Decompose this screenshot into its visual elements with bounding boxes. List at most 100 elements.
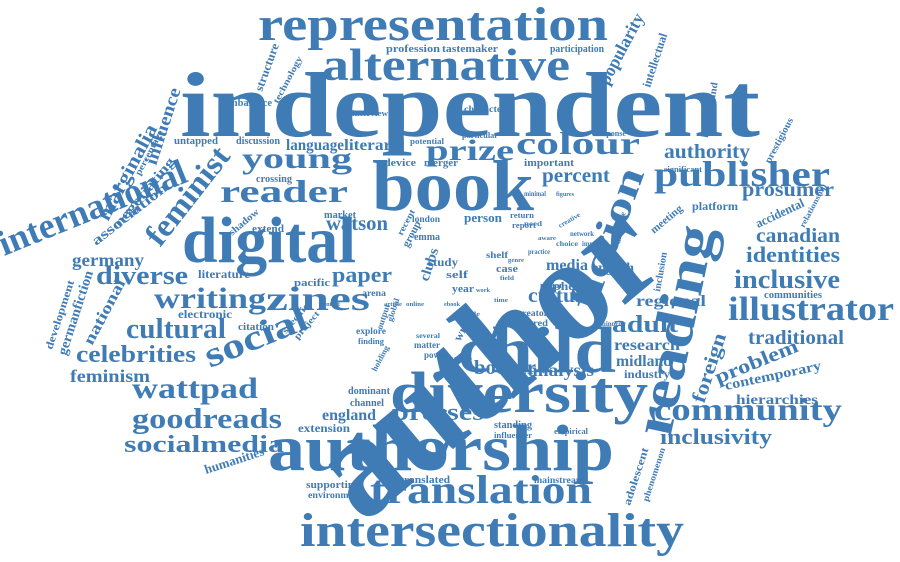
word-book: book <box>372 146 534 226</box>
word-need: need <box>524 220 542 228</box>
word-booker: booker <box>474 357 536 379</box>
word-imbalance: imbalance <box>226 98 273 109</box>
word-figures: figures <box>556 192 575 198</box>
word-study: study <box>428 255 458 269</box>
word-finding: finding <box>358 337 384 346</box>
word-channel: channel <box>350 398 384 409</box>
word-industry: industry <box>624 367 670 381</box>
word-translation: translation <box>370 467 592 512</box>
word-translated: translated <box>400 474 450 486</box>
word-germany: germany <box>72 250 144 270</box>
word-profession: profession <box>386 43 440 55</box>
word-english: english <box>592 261 634 276</box>
word-time: time <box>494 298 508 304</box>
word-writing: writing <box>154 282 266 315</box>
word-analysis: analysis <box>528 360 594 380</box>
word-regional: regional <box>636 293 707 310</box>
word-citation: citation <box>238 322 274 333</box>
word-language: language <box>286 137 344 154</box>
word-minimal: minimal <box>524 190 546 198</box>
word-young: young <box>242 142 352 175</box>
word-discussion: discussion <box>236 136 280 147</box>
word-work: work <box>476 288 491 294</box>
word-intersectionality: intersectionality <box>300 504 684 557</box>
word-interview: interview <box>352 109 388 118</box>
word-sphere: sphere <box>548 279 587 293</box>
word-authorship: authorship <box>268 412 614 485</box>
word-england: england <box>322 407 376 424</box>
word-prosumer: prosumer <box>742 179 834 201</box>
word-communities: communities <box>764 290 822 301</box>
word-minority: minority <box>600 320 626 328</box>
word-today: today <box>480 338 502 348</box>
word-supporting: supporting <box>306 479 361 491</box>
word-canadian: canadian <box>756 225 840 247</box>
word-presses: presses <box>392 400 484 426</box>
word-london: london <box>412 214 440 224</box>
word-paper: paper <box>332 262 392 287</box>
word-goodreads: goodreads <box>132 404 282 435</box>
word-matter: matter <box>414 340 440 350</box>
word-traditional: traditional <box>748 327 844 349</box>
word-context: context <box>320 302 340 308</box>
word-global: global <box>385 296 401 322</box>
word-nation: nation <box>540 281 565 290</box>
word-inclusivity: inclusivity <box>660 424 772 449</box>
word-explore: explore <box>356 326 386 336</box>
word-participation: participation <box>550 44 604 55</box>
word-online: online <box>406 302 424 308</box>
word-culture: culture <box>528 285 594 307</box>
word-feminism: feminism <box>70 366 150 386</box>
word-standing: standing <box>494 420 532 431</box>
word-illustrator: illustrator <box>728 291 894 328</box>
word-child: child <box>458 314 616 387</box>
word-socialmedia: socialmedia <box>124 432 284 458</box>
word-shared: shared <box>518 318 548 328</box>
word-prize: prize <box>426 134 514 167</box>
word-title: title <box>466 312 480 318</box>
word-extend: extend <box>252 224 284 235</box>
word-identities: identities <box>746 242 840 267</box>
word-wattpad: wattpad <box>132 372 258 405</box>
word-inclusive: inclusive <box>734 265 840 294</box>
word-dominant: dominant <box>348 385 390 397</box>
word-research: research <box>614 337 680 354</box>
word-representation: representation <box>258 0 608 51</box>
word-power: power <box>424 350 448 360</box>
word-tastemaker: tastemaker <box>442 43 498 55</box>
word-authority: authority <box>664 141 750 163</box>
word-practice: practice <box>528 248 550 256</box>
word-environment: environment <box>308 490 362 500</box>
word-article: article <box>384 302 402 308</box>
word-market: market <box>324 210 357 221</box>
word-literary: literary <box>344 137 400 154</box>
word-influencer: influencer <box>494 431 532 440</box>
word-media: media <box>546 257 588 274</box>
word-creator: creator <box>518 308 548 318</box>
word-community: community <box>654 391 842 427</box>
word-character: character <box>464 104 506 114</box>
word-extension: extension <box>298 421 350 435</box>
word-reader: reader <box>220 173 348 209</box>
word-mainstream: mainstream <box>534 475 585 485</box>
word-case: case <box>496 264 519 275</box>
word-midland: midland <box>616 353 672 370</box>
word-report: report <box>512 221 536 230</box>
word-diverse: diverse <box>96 261 188 290</box>
word-adult: adult <box>612 312 678 338</box>
word-important: important <box>524 157 574 169</box>
word-particular: particular <box>462 131 498 140</box>
word-aware: aware <box>538 236 556 242</box>
word-publisher: publisher <box>654 154 830 194</box>
word-zines: zines <box>266 281 370 318</box>
word-self: self <box>446 270 469 281</box>
word-crossing: crossing <box>256 174 292 185</box>
word-electronic: electronic <box>178 307 233 321</box>
word-colour: colour <box>516 125 640 161</box>
word-pacific: pacific <box>294 277 330 289</box>
word-literature: literature <box>198 267 251 281</box>
word-diversity: diversity <box>390 360 648 425</box>
word-impact: impact <box>582 240 603 248</box>
word-celebrities: celebrities <box>76 342 196 368</box>
